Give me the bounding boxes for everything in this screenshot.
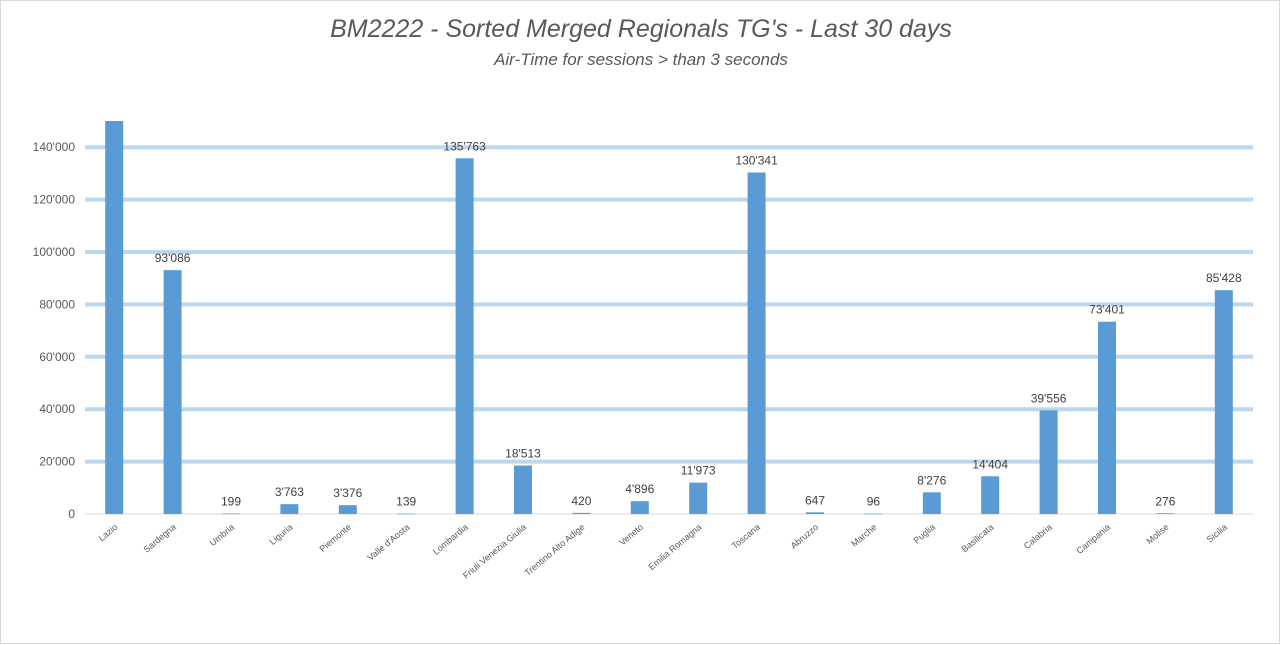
- y-tick-label: 40'000: [39, 402, 75, 416]
- data-label: 73'401: [1089, 303, 1125, 317]
- y-tick-label: 80'000: [39, 297, 75, 311]
- bar: [514, 465, 532, 514]
- data-label: 647: [805, 493, 825, 507]
- x-tick-label: Abruzzo: [789, 522, 821, 551]
- data-label: 130'341: [735, 154, 778, 168]
- x-tick-label: Puglia: [911, 522, 937, 546]
- chart-subtitle: Air-Time for sessions > than 3 seconds: [494, 50, 788, 69]
- bar: [163, 270, 182, 514]
- x-tick-label: Toscana: [730, 522, 762, 551]
- data-label: 11'973: [681, 464, 716, 478]
- data-label: 85'428: [1206, 271, 1242, 285]
- y-tick-label: 120'000: [33, 193, 76, 207]
- x-tick-label: Piemonte: [318, 522, 354, 554]
- bar: [981, 476, 1000, 514]
- data-label: 199: [221, 494, 241, 508]
- data-label: 276: [1155, 494, 1175, 508]
- data-label: 39'556: [1031, 391, 1067, 405]
- x-tick-label: Lombardia: [431, 522, 470, 557]
- x-tick-label: Campania: [1074, 522, 1112, 556]
- data-label: 18'513: [505, 446, 541, 460]
- bar: [864, 513, 883, 515]
- data-label: 4'896: [625, 482, 654, 496]
- bar: [922, 492, 941, 514]
- y-tick-label: 0: [68, 507, 75, 521]
- data-label: 3'376: [333, 486, 362, 500]
- y-tick-label: 140'000: [33, 140, 76, 154]
- data-label: 420: [571, 494, 591, 508]
- x-tick-label: Emilia Romagna: [646, 522, 703, 572]
- bar: [689, 482, 708, 514]
- x-tick-label: Molise: [1144, 522, 1170, 546]
- y-tick-label: 20'000: [39, 455, 75, 469]
- bar: [630, 501, 649, 514]
- data-label: 135'763: [443, 139, 486, 153]
- bar: [1039, 410, 1058, 514]
- bar: [1214, 290, 1233, 514]
- x-tick-label: Calabria: [1022, 522, 1054, 551]
- bar: [397, 513, 416, 515]
- x-tick-label: Valle d'Aosta: [366, 522, 412, 563]
- x-tick-label: Veneto: [617, 522, 645, 548]
- bar: [455, 158, 474, 514]
- y-tick-label: 60'000: [39, 350, 75, 364]
- y-tick-label: 100'000: [33, 245, 76, 259]
- bar: [1098, 321, 1116, 514]
- data-label: 3'763: [275, 485, 304, 499]
- bar: [105, 121, 124, 514]
- bar: [747, 172, 766, 514]
- bar: [572, 512, 591, 514]
- bar: [1156, 513, 1175, 514]
- data-label: 8'276: [917, 473, 946, 487]
- data-label: 96: [867, 495, 881, 509]
- data-label: 14'404: [972, 457, 1008, 471]
- x-tick-label: Friuli Venezia Giulia: [461, 522, 528, 581]
- x-tick-label: Umbria: [208, 522, 237, 548]
- data-label: 139: [396, 495, 416, 509]
- bar: [280, 504, 299, 514]
- bar: [222, 513, 240, 515]
- x-tick-label: Lazio: [97, 522, 120, 543]
- chart-title: BM2222 - Sorted Merged Regionals TG's - …: [330, 15, 952, 43]
- x-tick-label: Liguria: [268, 522, 295, 547]
- x-tick-label: Sicilia: [1205, 522, 1229, 545]
- data-label: 93'086: [155, 251, 191, 265]
- x-tick-label: Marche: [849, 522, 878, 549]
- x-tick-label: Sardegna: [142, 522, 178, 555]
- x-tick-label: Basilicata: [960, 522, 996, 554]
- bar: [338, 505, 357, 514]
- x-tick-label: Trentino Alto Adige: [523, 522, 587, 578]
- bar: [806, 512, 824, 514]
